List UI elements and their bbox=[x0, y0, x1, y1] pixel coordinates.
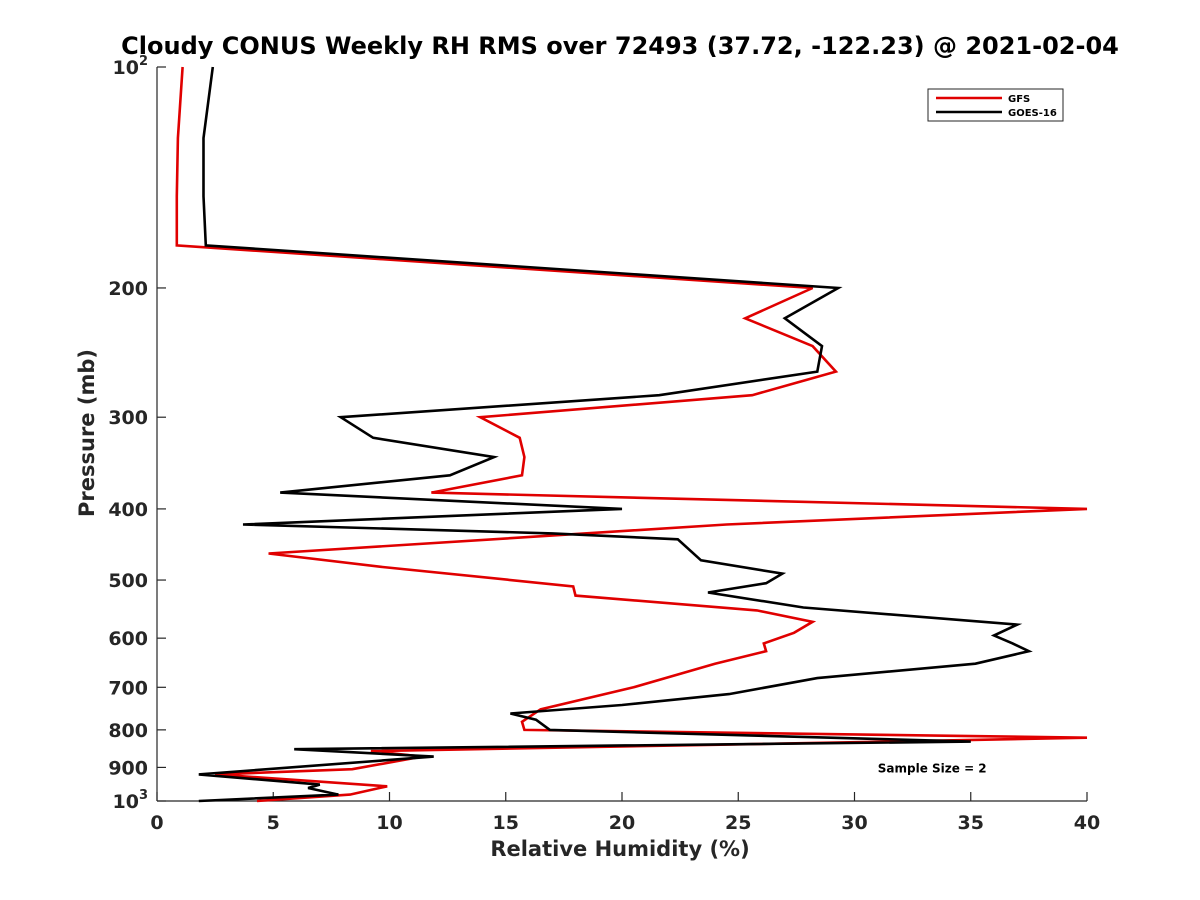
x-tick-label: 0 bbox=[150, 812, 163, 834]
x-tick-label: 25 bbox=[725, 812, 751, 834]
plot-area: 0 5 10 15 20 25 30 35 40 102 200 300 400 500 600 700 800… bbox=[108, 54, 1100, 834]
x-axis-label: Relative Humidity (%) bbox=[490, 837, 749, 861]
legend-box bbox=[927, 88, 1064, 122]
x-tick-label: 40 bbox=[1074, 812, 1100, 834]
x-tick-label: 35 bbox=[958, 812, 984, 834]
y-tick-label: 200 bbox=[108, 278, 148, 300]
x-tick-label: 10 bbox=[376, 812, 402, 834]
y-tick-label: 500 bbox=[108, 570, 148, 592]
sample-size-annotation: Sample Size = 2 bbox=[878, 761, 987, 775]
x-tick-label: 30 bbox=[841, 812, 867, 834]
legend-label-gfs: GFS bbox=[1008, 94, 1030, 105]
y-tick-label: 600 bbox=[108, 628, 148, 650]
y-tick-label: 300 bbox=[108, 407, 148, 429]
y-tick-label: 400 bbox=[108, 499, 148, 521]
chart-title: Cloudy CONUS Weekly RH RMS over 72493 (3… bbox=[121, 32, 1119, 60]
y-tick-label: 900 bbox=[108, 757, 148, 779]
x-tick-label: 15 bbox=[493, 812, 519, 834]
y-axis-label: Pressure (mb) bbox=[75, 349, 99, 517]
x-tick-label: 5 bbox=[267, 812, 280, 834]
y-tick-label: 700 bbox=[108, 677, 148, 699]
y-tick-label: 800 bbox=[108, 720, 148, 742]
series-line-goes-16 bbox=[198, 66, 1033, 803]
legend-label-goes-16: GOES-16 bbox=[1008, 108, 1057, 119]
y-tick-label: 102 bbox=[113, 54, 149, 79]
x-tick-label: 20 bbox=[609, 812, 635, 834]
y-tick-label: 103 bbox=[113, 788, 149, 813]
